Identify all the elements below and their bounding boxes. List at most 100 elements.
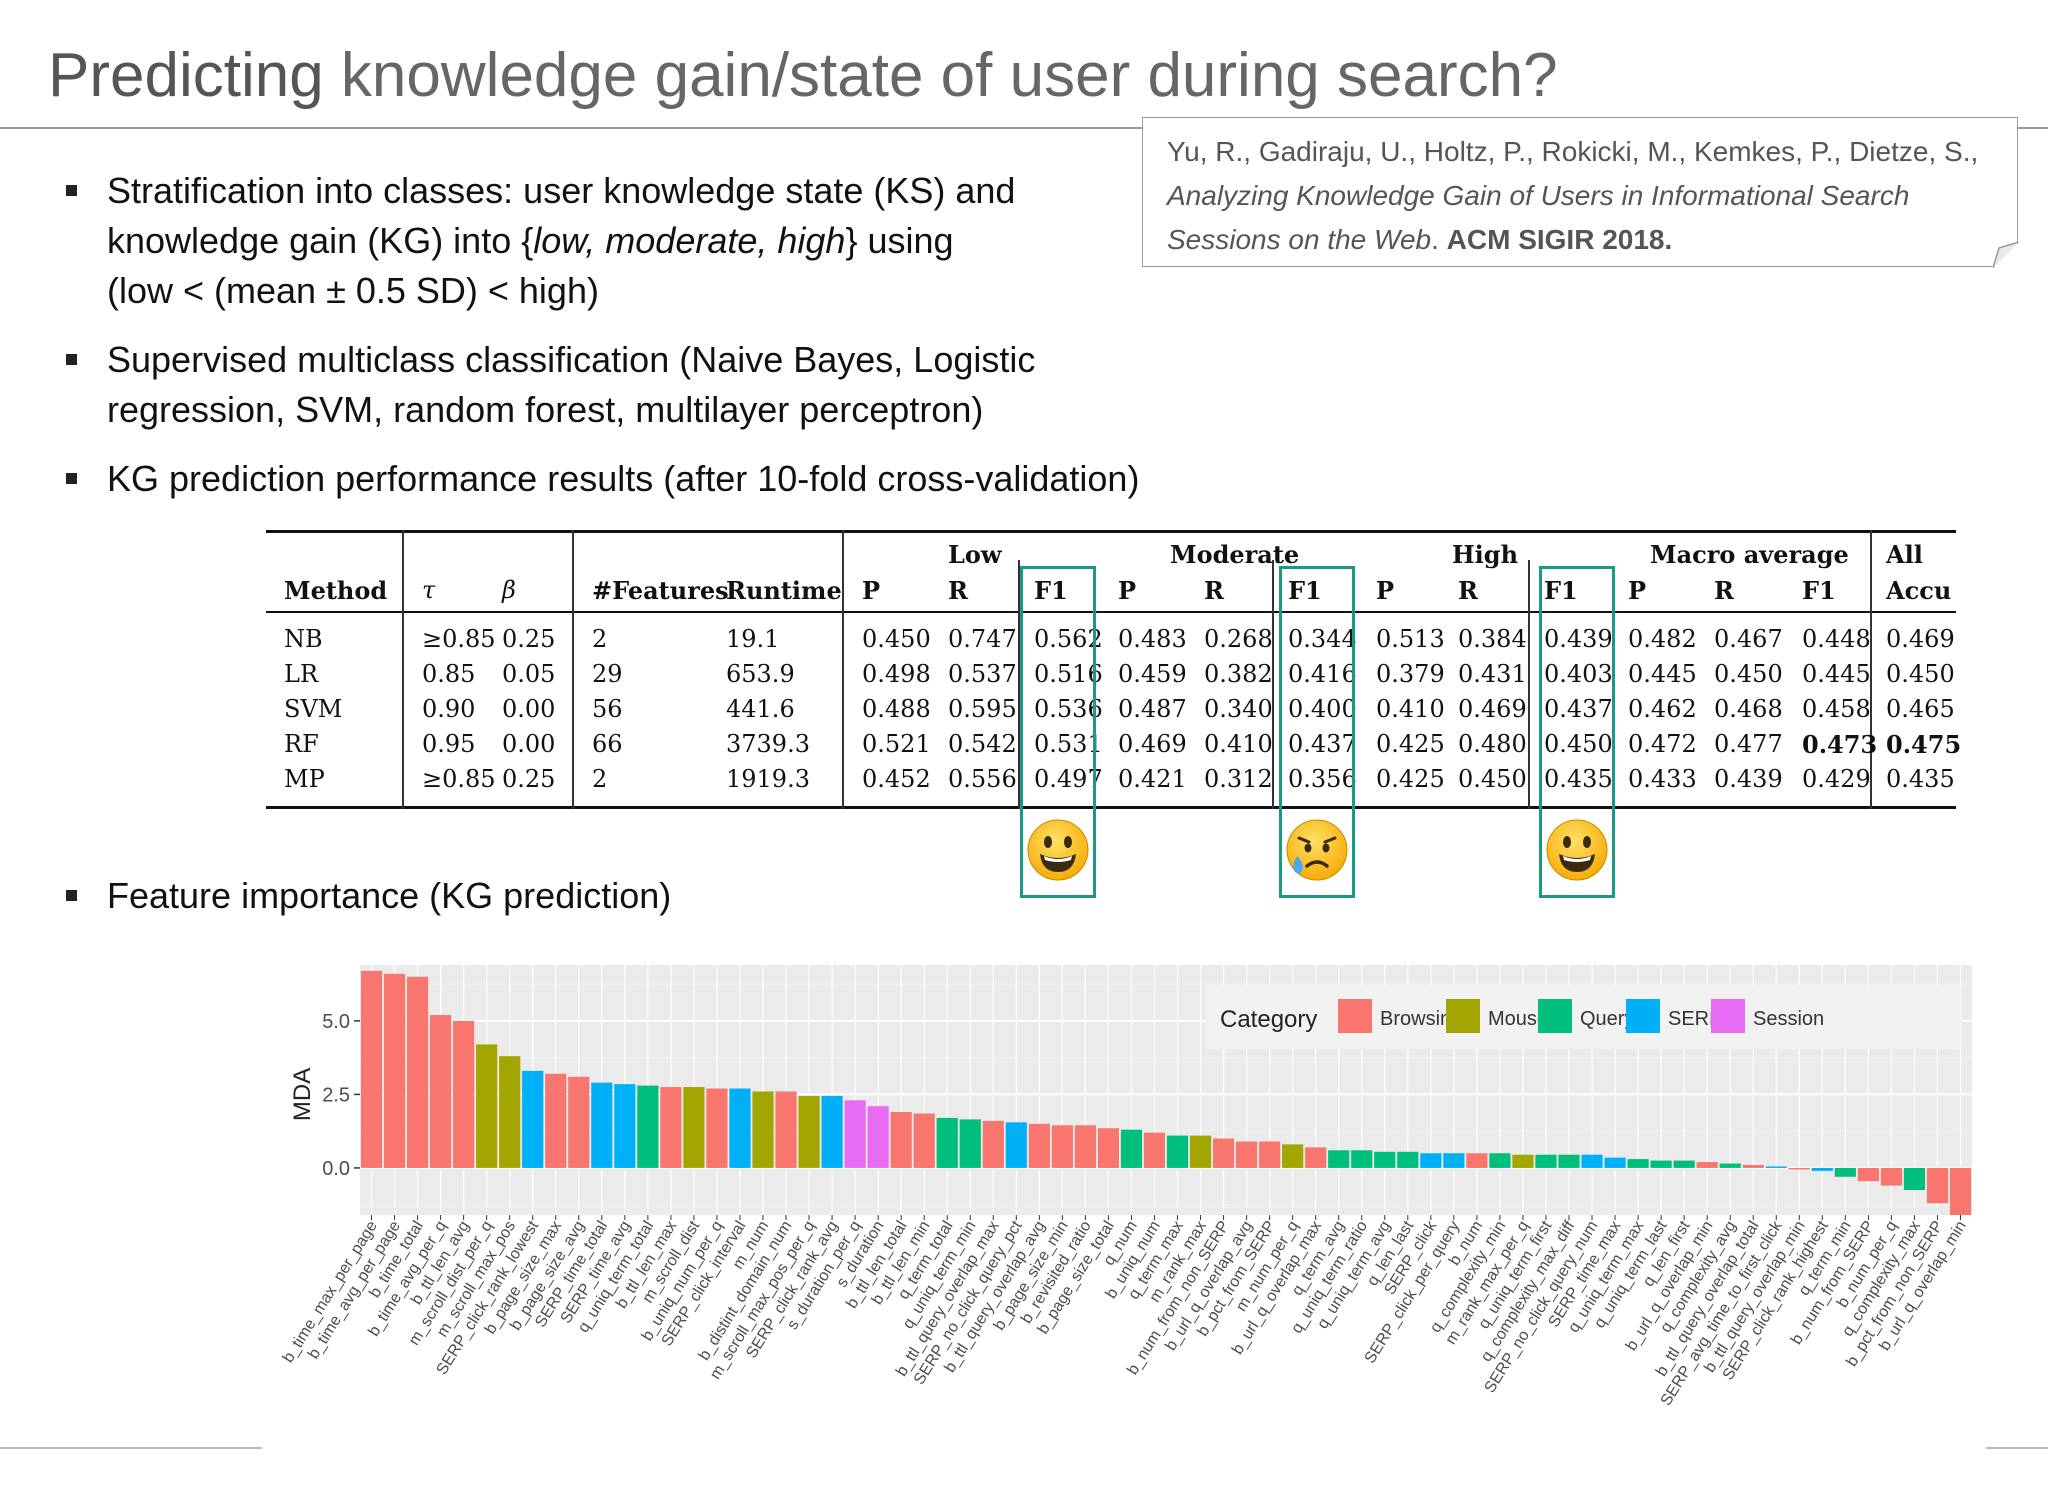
citation-sep: . [1431, 224, 1447, 255]
y-tick-label: 0.0 [322, 1158, 350, 1180]
table-cell: 0.531 [1034, 730, 1103, 758]
table-cell: 0.382 [1204, 660, 1273, 688]
bullet-text: } using [845, 220, 954, 261]
bullet-marker [66, 473, 77, 484]
table-cell: 0.469 [1886, 625, 1955, 653]
bar-q_uniq_term_min [959, 1119, 981, 1168]
bar-SERP_time_avg [614, 1084, 636, 1168]
bullet-text: (low < (mean ± 0.5 SD) < high) [107, 270, 599, 311]
group-header-macro: Macro average [1650, 540, 1849, 569]
table-cell: 0.482 [1628, 625, 1697, 653]
bar-b_ttl_len_avg [453, 1020, 475, 1168]
table-cell: 0.472 [1628, 730, 1697, 758]
bar-b_num_per_q [1880, 1167, 1902, 1186]
bar-m_rank_max [1189, 1135, 1212, 1168]
table-cell: 0.340 [1204, 695, 1273, 723]
table-cell: 3739.3 [726, 730, 810, 758]
legend-label-query: Query [1580, 1008, 1634, 1030]
table-cell: 2 [592, 625, 608, 653]
table-column-divider [572, 530, 574, 809]
bar-m_num [752, 1091, 774, 1168]
table-cell: 0.556 [948, 765, 1017, 793]
bullet-text: Stratification into classes: user knowle… [107, 170, 1016, 211]
column-header: R [1458, 576, 1478, 605]
bar-b_pct_from_non_SERP [1926, 1167, 1949, 1204]
citation-authors: Yu, R., Gadiraju, U., Holtz, P., Rokicki… [1167, 136, 1979, 167]
bar-q_uniq_term_ratio [1351, 1150, 1373, 1168]
table-cell: 0.400 [1288, 695, 1357, 723]
table-cell: 29 [592, 660, 623, 688]
table-cell: 0.452 [862, 765, 931, 793]
table-cell: 0.403 [1544, 660, 1613, 688]
slide-title: Predicting knowledge gain/state of user … [48, 40, 1558, 111]
group-header-moderate: Moderate [1170, 540, 1300, 569]
bar-SERP_no_click_query_num [1581, 1154, 1603, 1168]
table-cell: 0.425 [1376, 730, 1445, 758]
table-cell: 0.445 [1802, 660, 1871, 688]
table-cell: 19.1 [726, 625, 780, 653]
table-cell: 0.25 [502, 625, 556, 653]
group-header-all: All [1886, 540, 1923, 569]
y-tick-label: 2.5 [322, 1084, 350, 1106]
table-cell: NB [284, 625, 323, 653]
title-highlight: Predicting [48, 41, 324, 110]
citation-box: Yu, R., Gadiraju, U., Holtz, P., Rokicki… [1142, 117, 2019, 268]
table-cell: 0.516 [1034, 660, 1103, 688]
group-header-high: High [1452, 540, 1519, 569]
column-header: Method [284, 576, 388, 605]
table-cell: 0.483 [1118, 625, 1187, 653]
bar-b_url_q_overlap_min [1949, 1167, 1972, 1215]
table-cell: ≥0.85 [422, 625, 496, 653]
table-cell: 0.379 [1376, 660, 1445, 688]
bar-SERP_click_rank_avg [821, 1095, 843, 1168]
table-cell: 0.473 [1802, 730, 1878, 759]
bar-b_page_size_total [1097, 1128, 1120, 1168]
bar-b_ttl_len_min [913, 1113, 935, 1168]
bar-b_url_q_overlap_avg [1236, 1141, 1258, 1168]
citation-title-line2: Sessions on the Web [1167, 224, 1432, 255]
table-cell: 0.469 [1458, 695, 1527, 723]
table-cell: 0.475 [1886, 730, 1962, 759]
column-header: R [948, 576, 968, 605]
footer-rule-left [0, 1447, 262, 1449]
table-cell: 56 [592, 695, 623, 723]
table-cell: 0.469 [1118, 730, 1187, 758]
y-tick-label: 5.0 [322, 1011, 350, 1033]
bullet-marker [66, 890, 77, 901]
table-cell: 0.416 [1288, 660, 1357, 688]
table-column-divider [1870, 530, 1872, 809]
legend-swatch-browsing [1338, 999, 1372, 1033]
table-cell: 0.435 [1886, 765, 1955, 793]
legend-swatch-query [1538, 999, 1572, 1033]
table-top-rule [266, 530, 1956, 533]
bar-q_complexity_min [1489, 1153, 1511, 1168]
column-header: R [1714, 576, 1734, 605]
column-header: F1 [1544, 576, 1578, 605]
table-cell: 653.9 [726, 660, 795, 688]
table-cell: 0.421 [1118, 765, 1187, 793]
feature-importance-chart: 0.02.55.0MDAb_time_max_per_pageb_time_av… [280, 965, 1972, 1409]
bar-b_ttl_len_total [890, 1112, 912, 1168]
f1-highlight-box [1279, 566, 1355, 898]
bar-m_scroll_max_pos_per_q [798, 1095, 820, 1168]
page-fold-icon [1993, 242, 2019, 268]
legend-title: Category [1220, 1006, 1317, 1033]
bar-m_rank_max_per_q [1512, 1154, 1534, 1168]
bar-b_ttl_query_overlap_min [1788, 1167, 1810, 1170]
results-table: Low Moderate High Macro average All Method τ β #… [266, 530, 1961, 810]
legend-swatch-serp [1626, 999, 1660, 1033]
table-cell: 0.425 [1376, 765, 1445, 793]
column-header: P [1628, 576, 1647, 605]
smiley-face-icon [1546, 819, 1608, 881]
bullet-text: Supervised multiclass classification (Na… [107, 339, 1036, 380]
table-cell: 0.747 [948, 625, 1017, 653]
table-cell: 0.25 [502, 765, 556, 793]
table-cell: 0.459 [1118, 660, 1187, 688]
table-column-divider [402, 530, 404, 809]
legend-box [1206, 985, 1962, 1049]
legend-label-browsing: Browsing [1380, 1008, 1462, 1030]
group-header-low: Low [948, 540, 1002, 569]
title-divider [0, 127, 2048, 129]
table-cell: 1919.3 [726, 765, 810, 793]
y-axis-label: MDA [289, 1068, 316, 1121]
